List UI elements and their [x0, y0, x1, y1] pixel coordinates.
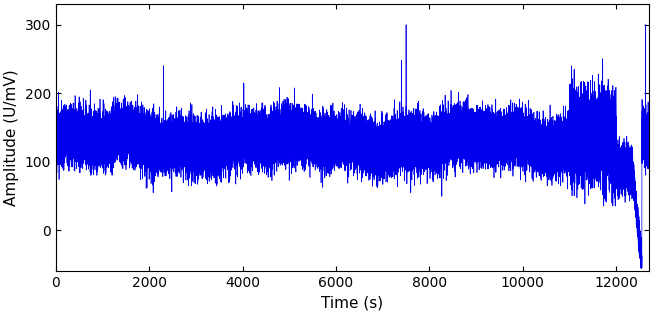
Y-axis label: Amplitude (U/mV): Amplitude (U/mV)	[4, 70, 19, 206]
X-axis label: Time (s): Time (s)	[321, 296, 383, 311]
